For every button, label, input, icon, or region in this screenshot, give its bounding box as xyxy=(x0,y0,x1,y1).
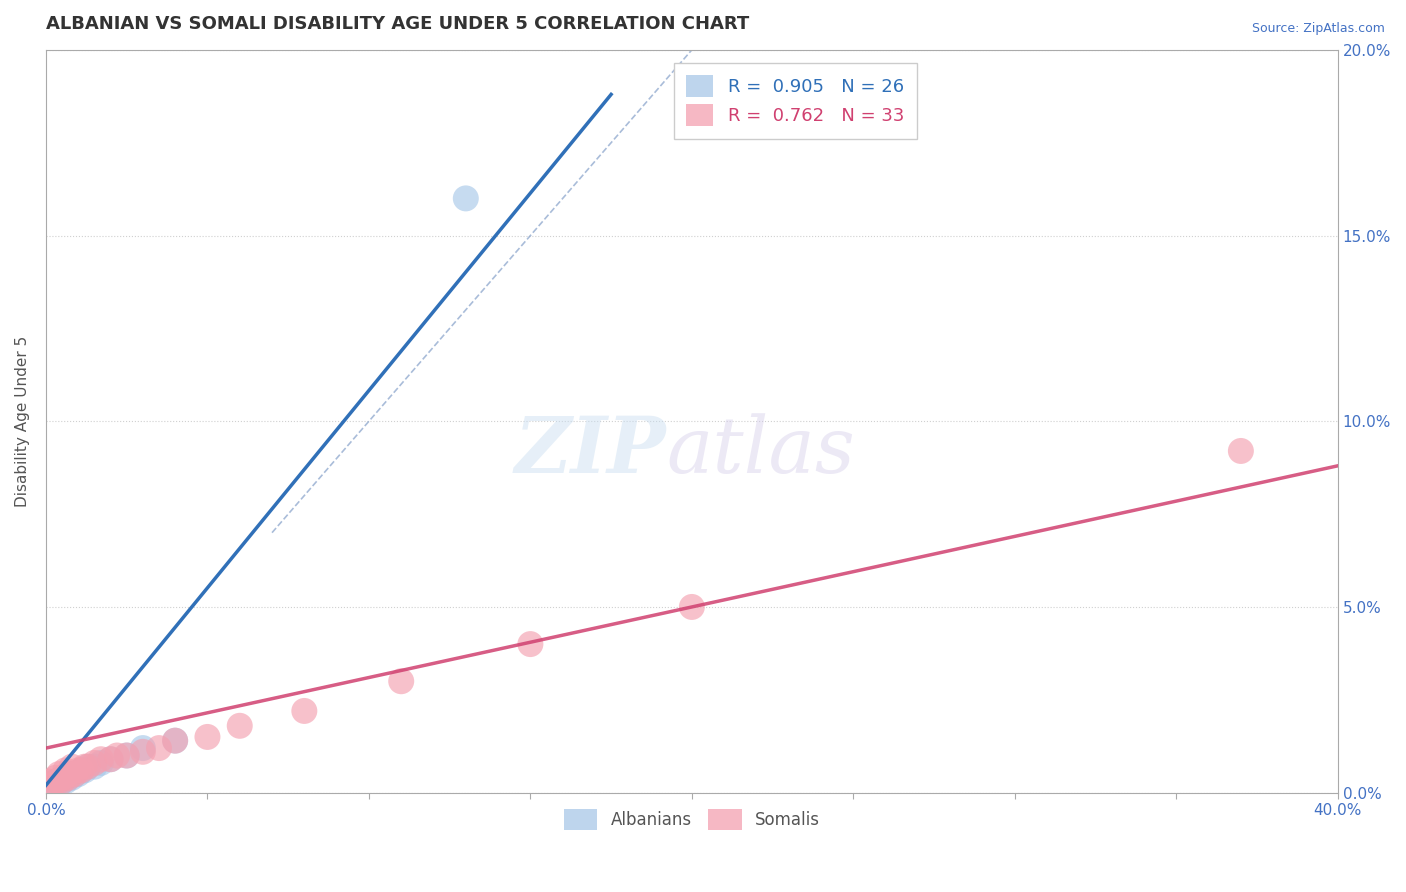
Point xyxy=(83,759,105,773)
Text: ALBANIAN VS SOMALI DISABILITY AGE UNDER 5 CORRELATION CHART: ALBANIAN VS SOMALI DISABILITY AGE UNDER … xyxy=(46,15,749,33)
Point xyxy=(100,752,122,766)
Text: Source: ZipAtlas.com: Source: ZipAtlas.com xyxy=(1251,22,1385,36)
Point xyxy=(48,774,70,789)
Point xyxy=(60,759,83,773)
Point xyxy=(38,774,60,789)
Point xyxy=(70,764,93,778)
Point xyxy=(67,764,90,778)
Point xyxy=(38,781,60,796)
Point xyxy=(63,767,86,781)
Point xyxy=(105,748,128,763)
Point xyxy=(292,704,315,718)
Point xyxy=(70,764,93,778)
Point xyxy=(45,778,67,792)
Point xyxy=(58,767,80,781)
Point xyxy=(115,748,138,763)
Point xyxy=(77,759,100,773)
Point xyxy=(519,637,541,651)
Point xyxy=(148,741,170,756)
Point xyxy=(83,756,105,770)
Point xyxy=(1230,444,1253,458)
Point xyxy=(73,759,96,773)
Point xyxy=(51,771,73,785)
Point xyxy=(681,599,703,614)
Point xyxy=(165,733,187,747)
Text: ZIP: ZIP xyxy=(515,413,666,489)
Point xyxy=(77,759,100,773)
Point xyxy=(53,774,76,789)
Point xyxy=(389,674,412,689)
Point xyxy=(90,752,112,766)
Point xyxy=(132,741,155,756)
Point xyxy=(197,730,219,744)
Point xyxy=(165,733,187,747)
Point xyxy=(51,774,73,789)
Point xyxy=(100,752,122,766)
Point xyxy=(67,767,90,781)
Point xyxy=(48,774,70,789)
Point xyxy=(53,771,76,785)
Legend: Albanians, Somalis: Albanians, Somalis xyxy=(557,803,827,837)
Point xyxy=(45,774,67,789)
Point xyxy=(51,771,73,785)
Point xyxy=(45,771,67,785)
Point xyxy=(51,774,73,789)
Point xyxy=(60,771,83,785)
Text: atlas: atlas xyxy=(666,413,855,489)
Point xyxy=(53,764,76,778)
Point xyxy=(63,767,86,781)
Point xyxy=(58,771,80,785)
Point xyxy=(90,756,112,770)
Point xyxy=(229,719,252,733)
Point xyxy=(41,778,63,792)
Point xyxy=(58,771,80,785)
Point xyxy=(48,767,70,781)
Point xyxy=(41,778,63,792)
Point xyxy=(115,748,138,763)
Y-axis label: Disability Age Under 5: Disability Age Under 5 xyxy=(15,335,30,507)
Point xyxy=(132,745,155,759)
Point xyxy=(45,774,67,789)
Point xyxy=(53,771,76,785)
Point xyxy=(48,778,70,792)
Point xyxy=(41,781,63,796)
Point xyxy=(73,764,96,778)
Point xyxy=(60,767,83,781)
Point xyxy=(454,191,477,205)
